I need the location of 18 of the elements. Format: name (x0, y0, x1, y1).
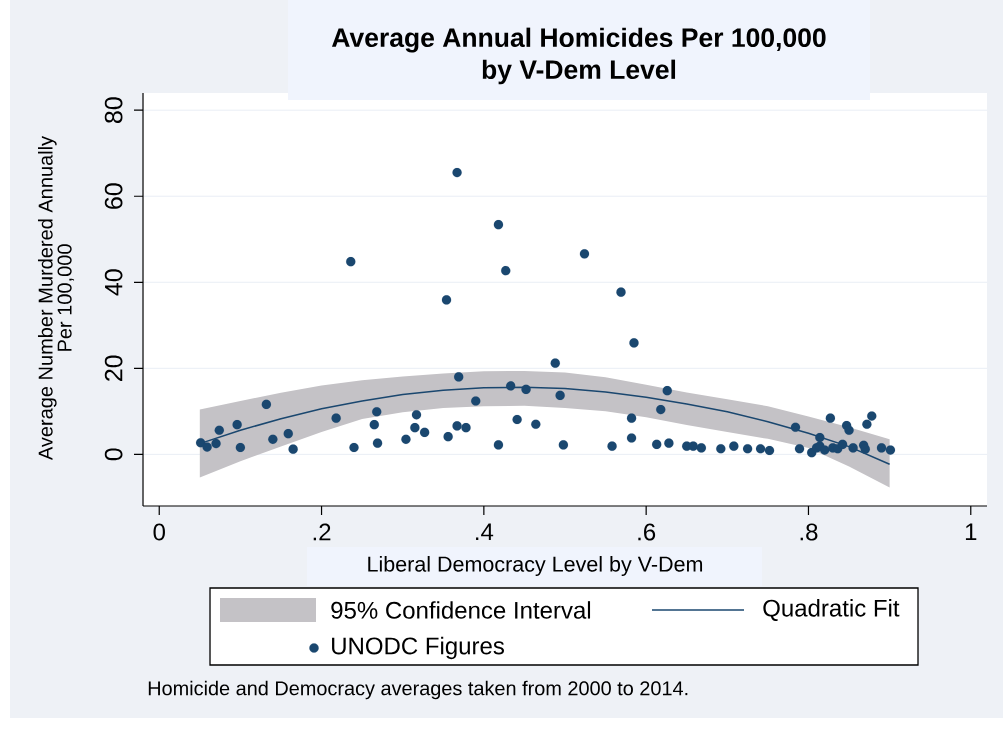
text: 95% Confidence Interval (331, 601, 591, 619)
y-tick-label: 0 (104, 448, 123, 461)
y-axis-title: Average Number Murdered Annually Per 100,000 (37, 135, 75, 461)
x-tick-label: .4 (476, 523, 494, 541)
x-tick-label: 1 (965, 523, 977, 541)
x-tick-label: 0 (153, 523, 165, 541)
y-tick-label: 80 (104, 97, 123, 124)
text: Homicide and Democracy averages taken from 2000 to 2014. (148, 680, 688, 700)
chart-title: Average Annual Homicides Per 100,000 by V-Dem Level (331, 27, 826, 85)
x-tick-label: .6 (638, 523, 656, 541)
x-tick-label: .2 (313, 523, 331, 541)
y-tick-label: 40 (104, 269, 123, 296)
x-axis-title: Liberal Democracy Level by V-Dem (368, 555, 703, 577)
legend-label: UNODC Figures (332, 636, 504, 660)
y-tick-label: 20 (104, 355, 123, 381)
legend-label: Quadratic Fit (763, 599, 900, 621)
x-tick-label: .8 (800, 523, 818, 541)
y-tick-label: 60 (104, 183, 123, 209)
